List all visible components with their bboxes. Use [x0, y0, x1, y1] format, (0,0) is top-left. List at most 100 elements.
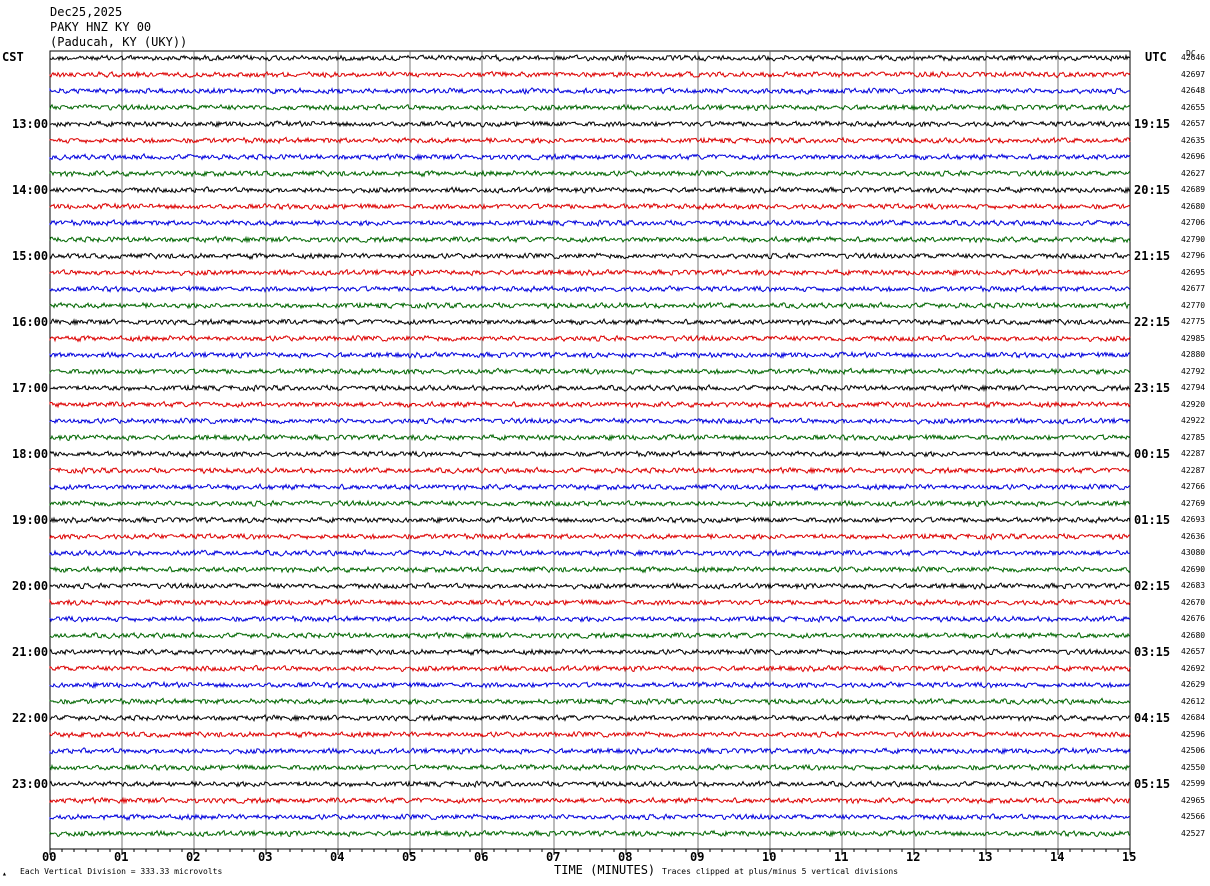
x-tick-label: 05 — [402, 850, 417, 864]
seismic-traces — [49, 53, 1131, 838]
trace-row-20 — [49, 367, 1131, 376]
x-axis-title: TIME (MINUTES) — [554, 863, 656, 877]
trace-row-32 — [49, 565, 1131, 574]
trace-row-37 — [49, 648, 1131, 657]
dc-offset-label: 42689 — [1181, 185, 1206, 194]
right-hour-label: 20:15 — [1134, 183, 1171, 197]
trace-row-36 — [49, 631, 1131, 640]
dc-offset-label: 42596 — [1181, 729, 1206, 739]
trace-row-35 — [49, 614, 1131, 624]
dc-offset-label: 42506 — [1181, 746, 1206, 755]
trace-row-31 — [49, 548, 1131, 558]
trace-row-19 — [49, 350, 1131, 360]
trace-row-33 — [49, 581, 1131, 590]
dc-offset-label: 42646 — [1181, 53, 1206, 62]
dc-offset-label: 42794 — [1181, 383, 1206, 392]
x-tick-label: 07 — [546, 850, 561, 864]
x-tick-label: 12 — [906, 850, 921, 864]
left-hour-label: 16:00 — [12, 315, 49, 329]
x-tick-label: 00 — [42, 850, 57, 864]
dc-offset-label: 42677 — [1181, 284, 1206, 293]
x-tick-label: 03 — [258, 850, 273, 864]
division-scale-text: Each Vertical Division = 333.33 microvol… — [20, 867, 223, 876]
trace-row-14 — [49, 268, 1131, 277]
time-axis — [49, 849, 1131, 855]
dc-offset-label: 42670 — [1181, 597, 1206, 607]
trace-row-4 — [49, 103, 1131, 112]
dc-offset-label: 42629 — [1181, 680, 1206, 689]
right-hour-label: 04:15 — [1134, 711, 1171, 725]
right-hour-label: 00:15 — [1134, 447, 1171, 461]
right-hour-label: 05:15 — [1134, 777, 1171, 791]
plot-date: Dec25,2025 — [50, 5, 123, 19]
x-tick-label: 08 — [618, 850, 633, 864]
trace-row-2 — [49, 70, 1131, 79]
right-hour-label: 22:15 — [1134, 315, 1171, 329]
trace-row-25 — [49, 449, 1131, 458]
trace-row-47 — [49, 813, 1131, 822]
clip-note-text: Traces clipped at plus/minus 5 vertical … — [662, 867, 899, 876]
x-tick-label: 15 — [1122, 850, 1137, 864]
trace-row-34 — [49, 598, 1131, 607]
dc-offset-label: 42697 — [1181, 69, 1206, 79]
x-tick-label: 01 — [114, 850, 129, 864]
trace-row-24 — [49, 433, 1131, 442]
footer-marker-icon: ▴ — [2, 869, 7, 878]
right-hour-label: 21:15 — [1134, 249, 1171, 263]
dc-offset-label: 42635 — [1181, 135, 1206, 145]
dc-offset-label: 42965 — [1181, 795, 1206, 805]
station-location: (Paducah, KY (UKY)) — [50, 35, 188, 49]
dc-offset-label: 42683 — [1181, 581, 1206, 590]
trace-row-12 — [49, 235, 1131, 244]
station-name: PAKY HNZ KY 00 — [50, 20, 152, 34]
trace-row-28 — [49, 499, 1131, 508]
minute-gridlines — [49, 50, 1131, 850]
x-tick-label: 06 — [474, 850, 489, 864]
dc-offset-label: 42706 — [1181, 218, 1206, 227]
dc-offset-label: 42775 — [1181, 317, 1206, 326]
dc-offset-label: 42796 — [1181, 251, 1206, 260]
right-timezone-label: UTC — [1145, 50, 1167, 64]
dc-offset-label: 42693 — [1181, 515, 1206, 524]
left-hour-label: 22:00 — [12, 711, 49, 725]
right-hour-label: 03:15 — [1134, 645, 1171, 659]
trace-row-40 — [49, 697, 1131, 706]
trace-row-45 — [49, 779, 1131, 789]
x-tick-label: 09 — [690, 850, 705, 864]
left-hour-label: 21:00 — [12, 645, 49, 659]
dc-offset-label: 42922 — [1181, 416, 1206, 425]
trace-row-16 — [49, 301, 1131, 310]
dc-offset-label: 42785 — [1181, 432, 1206, 442]
dc-offset-label: 42690 — [1181, 564, 1206, 574]
trace-row-43 — [49, 746, 1131, 756]
dc-offset-label: 42692 — [1181, 663, 1206, 673]
trace-row-10 — [49, 202, 1131, 211]
right-hour-label: 01:15 — [1134, 513, 1171, 527]
dc-offset-label: 42680 — [1181, 630, 1206, 640]
trace-row-46 — [49, 796, 1131, 805]
trace-row-48 — [49, 829, 1131, 838]
dc-offset-label: 42684 — [1181, 713, 1206, 722]
trace-row-21 — [49, 383, 1131, 393]
x-tick-label: 04 — [330, 850, 345, 864]
dc-offset-label: 42657 — [1181, 647, 1206, 656]
dc-offset-label: 42627 — [1181, 168, 1206, 178]
x-tick-label: 13 — [978, 850, 993, 864]
dc-offset-label: 42696 — [1181, 152, 1206, 161]
dc-offset-label: 42599 — [1181, 779, 1206, 788]
trace-row-29 — [49, 515, 1131, 525]
trace-row-3 — [49, 86, 1130, 95]
left-hour-label: 19:00 — [12, 513, 49, 527]
left-hour-label: 20:00 — [12, 579, 49, 593]
dc-offset-label: 42527 — [1181, 828, 1206, 838]
right-hour-label: 02:15 — [1134, 579, 1171, 593]
dc-offset-label: 42790 — [1181, 234, 1206, 244]
dc-offset-label: 42920 — [1181, 399, 1206, 409]
x-tick-label: 10 — [762, 850, 777, 864]
left-hour-label: 14:00 — [12, 183, 49, 197]
dc-offset-label: 42287 — [1181, 465, 1206, 475]
dc-offset-label: 42676 — [1181, 614, 1206, 623]
left-hour-label: 17:00 — [12, 381, 49, 395]
trace-row-18 — [49, 334, 1131, 343]
